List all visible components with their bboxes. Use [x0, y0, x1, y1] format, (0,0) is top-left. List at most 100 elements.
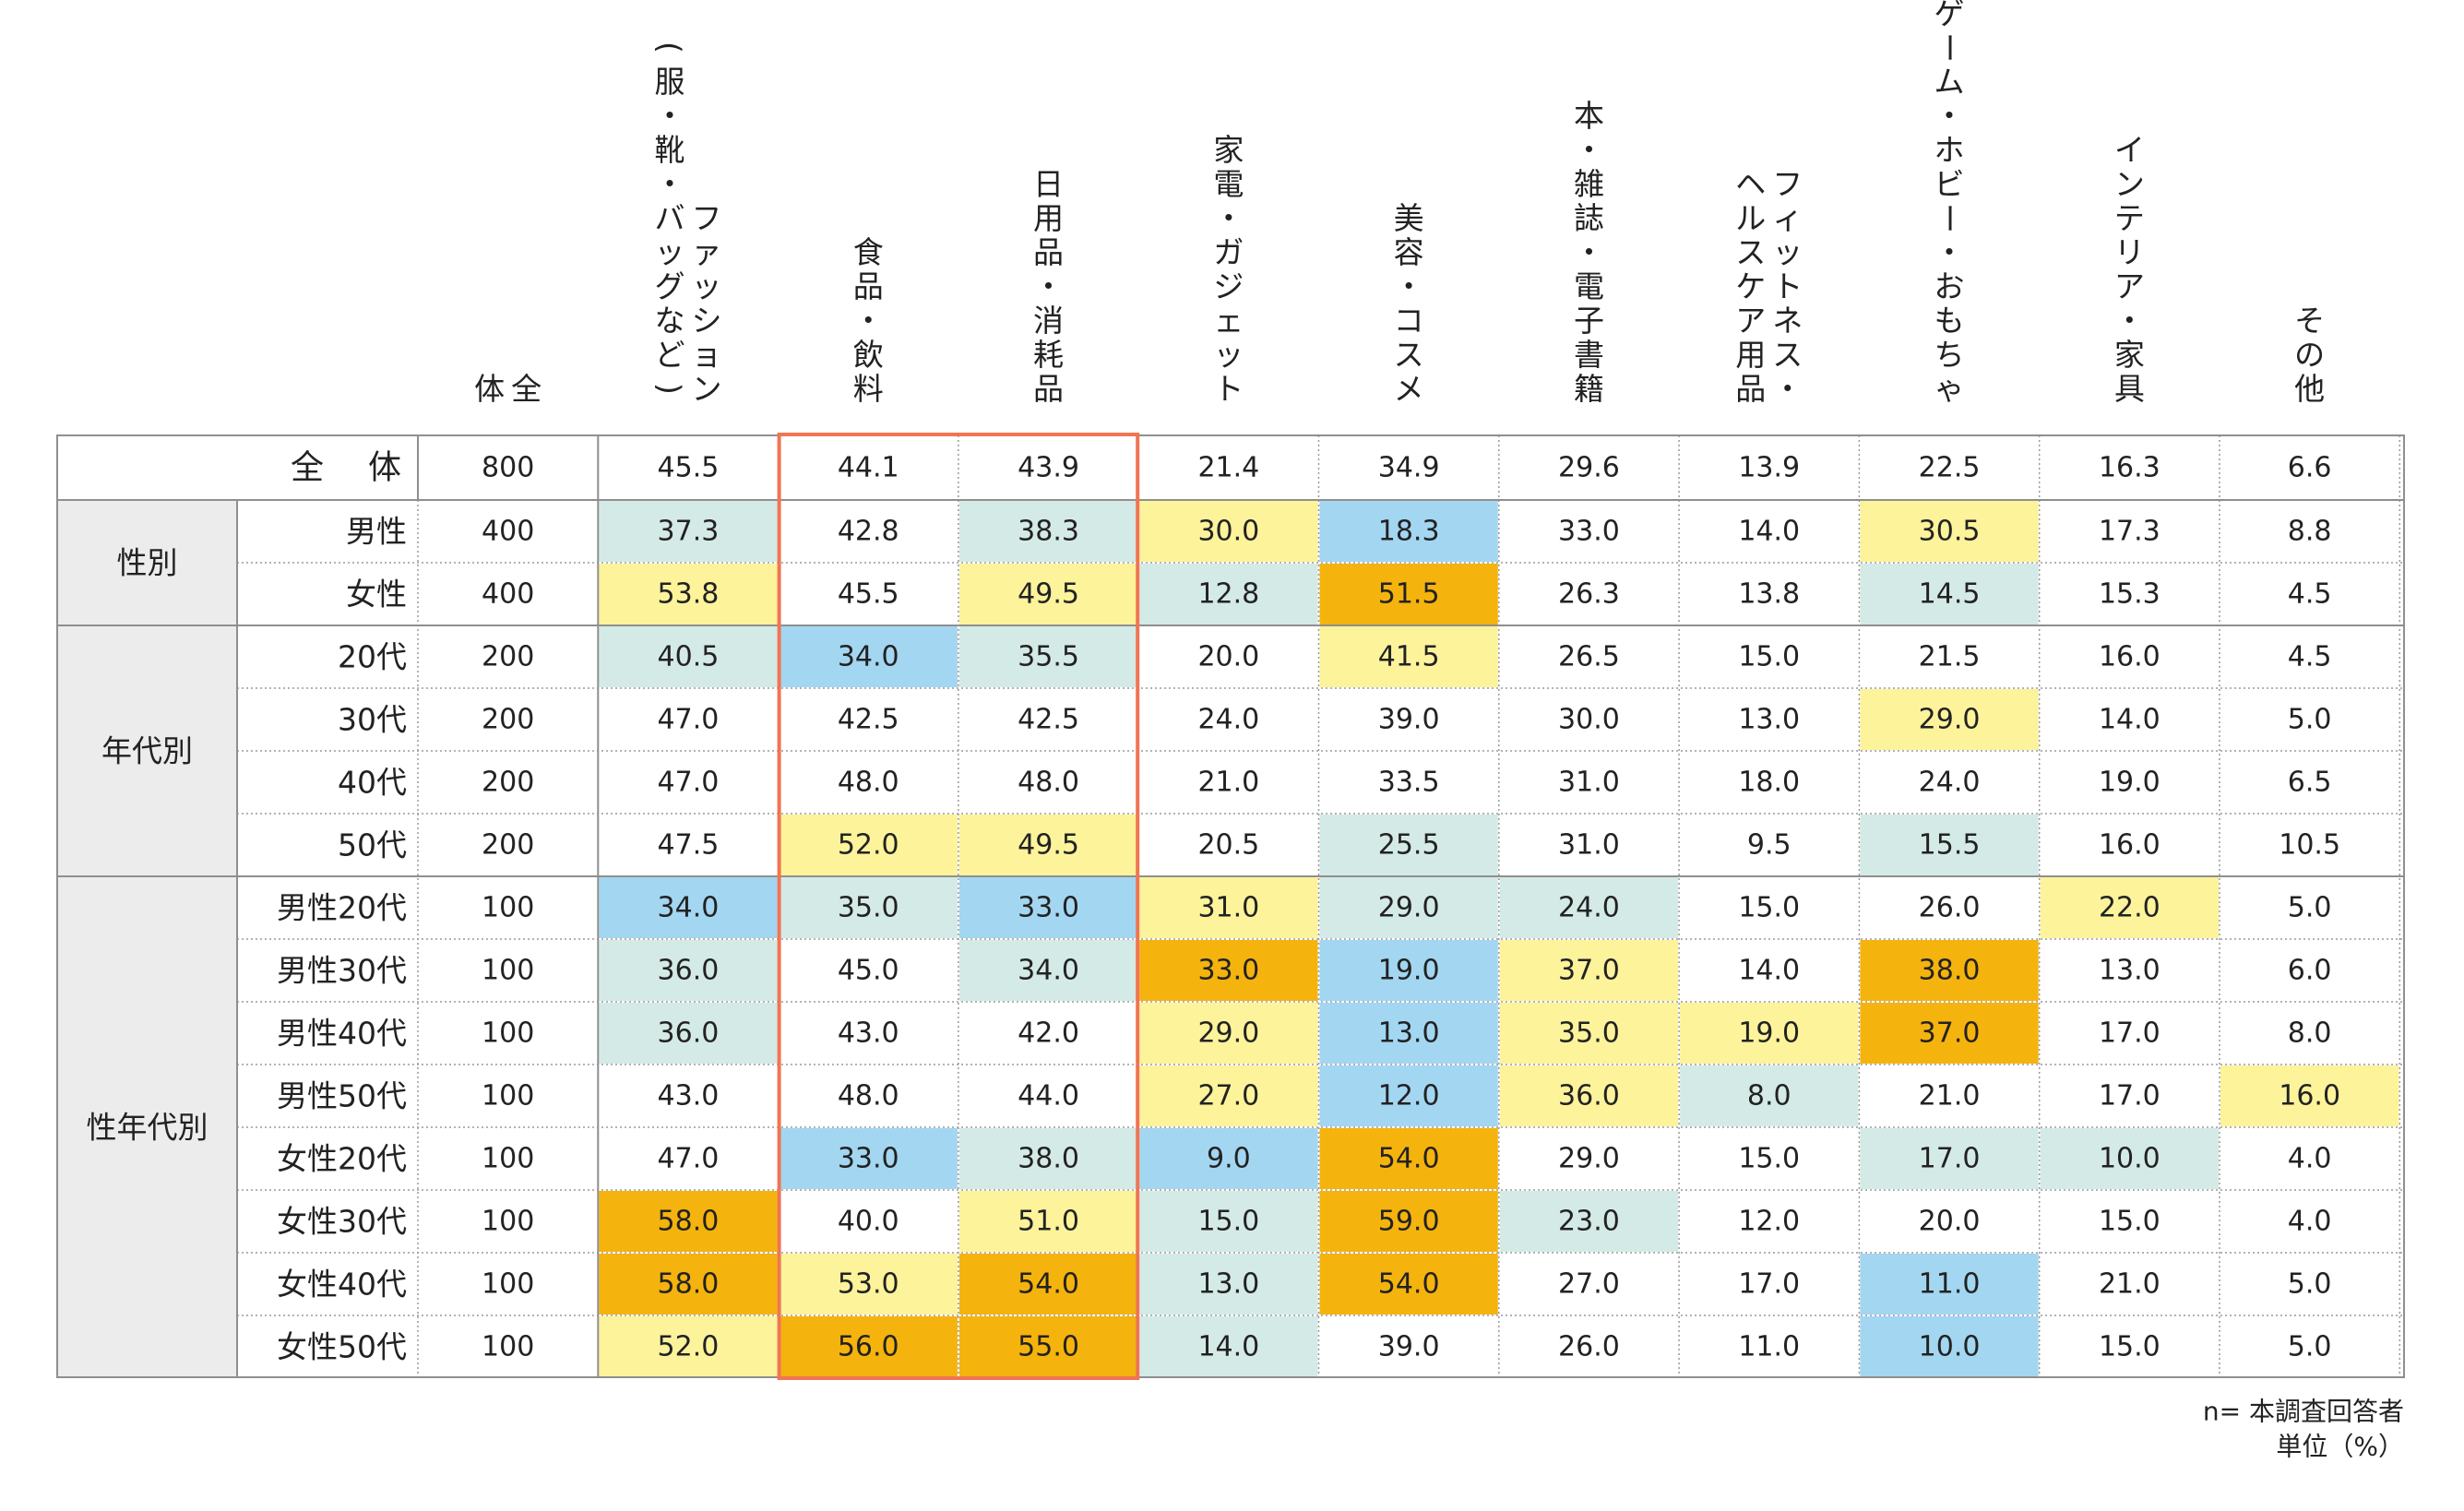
- group-label: 性年代別: [87, 1110, 208, 1146]
- column-header-char: ネ: [1772, 303, 1803, 339]
- data-cell-value: 13.8: [1738, 578, 1800, 611]
- column-header-char: 美: [1394, 200, 1424, 236]
- data-cell-value: 51.5: [1378, 578, 1440, 611]
- data-cell-value: 35.0: [1558, 1017, 1620, 1050]
- data-cell-value: 24.0: [1197, 704, 1259, 736]
- sample-size-value: 100: [482, 1017, 534, 1050]
- column-header-char: 品: [1033, 234, 1064, 270]
- cell-highlight: [779, 877, 958, 938]
- data-cell-value: 48.0: [1018, 767, 1079, 799]
- data-cell-value: 58.0: [658, 1206, 720, 1238]
- footnote: n= 本調査回答者: [2203, 1397, 2404, 1427]
- data-cell-value: 27.0: [1558, 1268, 1620, 1301]
- data-cell-value: 33.0: [1197, 955, 1259, 987]
- data-cell-value: 31.0: [1197, 892, 1259, 924]
- data-cell-value: 42.5: [1018, 704, 1079, 736]
- cell-highlight: [2220, 1065, 2399, 1126]
- data-cell-value: 15.3: [2099, 578, 2160, 611]
- column-header-char: ス: [1394, 337, 1424, 373]
- data-cell-value: 21.5: [1919, 641, 1981, 673]
- column-header-line: 美容・コスメ: [1394, 200, 1424, 407]
- column-header-char: ー: [1932, 32, 1968, 63]
- column-header-char: ス: [1772, 337, 1803, 373]
- cell-highlight: [958, 626, 1138, 687]
- row-label: 30代: [338, 702, 407, 738]
- column-header-char: ョ: [691, 337, 721, 373]
- cell-highlight: [1319, 877, 1498, 938]
- column-header-char: ケ: [1735, 268, 1766, 304]
- cell-highlight: [1319, 564, 1498, 625]
- column-header-char: ェ: [1213, 303, 1244, 339]
- column-header-char: リ: [2114, 234, 2145, 270]
- data-cell-value: 36.0: [658, 955, 720, 987]
- column-header-char: 靴: [654, 132, 684, 168]
- cell-highlight: [1139, 940, 1318, 1001]
- data-cell-value: 17.0: [1919, 1143, 1981, 1175]
- total-row-label: 全 体: [291, 449, 407, 487]
- data-cell-value: 9.5: [1747, 829, 1791, 862]
- data-cell-value: 18.0: [1738, 767, 1800, 799]
- column-header-char: テ: [2114, 200, 2145, 236]
- cell-highlight: [599, 564, 778, 625]
- column-header-char: ・: [1772, 371, 1803, 407]
- column-header-char: ゃ: [1934, 371, 1965, 407]
- data-cell-value: 58.0: [658, 1268, 720, 1301]
- data-cell-value: 49.5: [1018, 829, 1079, 862]
- cell-highlight: [1139, 564, 1318, 625]
- row-label: 女性50代: [277, 1329, 407, 1365]
- data-cell-value: 44.0: [1018, 1080, 1079, 1112]
- cell-highlight: [1319, 1003, 1498, 1064]
- column-header-char: コ: [1394, 303, 1424, 339]
- data-cell-value: 17.0: [2099, 1080, 2160, 1112]
- data-cell-value: 14.0: [2099, 704, 2160, 736]
- column-header-char: 用: [1033, 200, 1064, 236]
- column-header-char: ・: [654, 98, 684, 134]
- data-cell-value: 33.0: [1018, 892, 1079, 924]
- row-label: 男性40代: [277, 1016, 407, 1052]
- data-cell-value: 53.0: [838, 1268, 899, 1301]
- column-header-char: ト: [1213, 371, 1244, 407]
- data-cell-value: 43.0: [658, 1080, 720, 1112]
- group-label-bg: [57, 625, 237, 876]
- column-header-char: ン: [2114, 166, 2145, 202]
- data-cell-value: 15.0: [1738, 641, 1800, 673]
- data-cell-value: 15.0: [1738, 1143, 1800, 1175]
- data-cell-value: 29.0: [1197, 1017, 1259, 1050]
- sample-size-value: 100: [482, 1143, 534, 1175]
- data-cell-value: 29.0: [1378, 892, 1440, 924]
- data-cell-value: 34.0: [1018, 955, 1079, 987]
- cell-highlight: [1860, 1316, 2039, 1377]
- column-header-char: ル: [1735, 200, 1766, 236]
- data-cell-value: 8.0: [2288, 1017, 2332, 1050]
- column-header-char: ち: [1934, 337, 1965, 373]
- column-header-char: 体: [474, 371, 505, 407]
- data-cell-value: 21.4: [1197, 452, 1259, 484]
- data-cell-value: 26.3: [1558, 578, 1620, 611]
- data-cell-value: 21.0: [1919, 1080, 1981, 1112]
- data-cell-value: 39.0: [1378, 704, 1440, 736]
- data-cell-value: 13.0: [2099, 955, 2160, 987]
- cell-highlight: [1499, 1065, 1679, 1126]
- data-cell-value: 38.0: [1018, 1143, 1079, 1175]
- column-header-char: シ: [691, 303, 721, 339]
- cell-highlight: [1139, 1065, 1318, 1126]
- data-cell-value: 5.0: [2288, 1268, 2332, 1301]
- cell-highlight: [779, 626, 958, 687]
- row-label: 女性: [346, 577, 407, 613]
- column-header-char: ・: [2114, 303, 2145, 339]
- cell-highlight: [1860, 1128, 2039, 1189]
- data-cell-value: 43.9: [1018, 452, 1079, 484]
- sample-size-value: 100: [482, 1080, 534, 1112]
- cell-highlight: [1139, 877, 1318, 938]
- column-header-char: ゲ: [1934, 0, 1965, 31]
- column-header-char: お: [1934, 268, 1965, 304]
- column-header-char: ッ: [654, 234, 684, 270]
- sample-size-value: 100: [482, 1331, 534, 1363]
- cell-highlight: [1499, 1191, 1679, 1252]
- data-cell-value: 13.9: [1738, 452, 1800, 484]
- data-cell-value: 4.5: [2288, 578, 2332, 611]
